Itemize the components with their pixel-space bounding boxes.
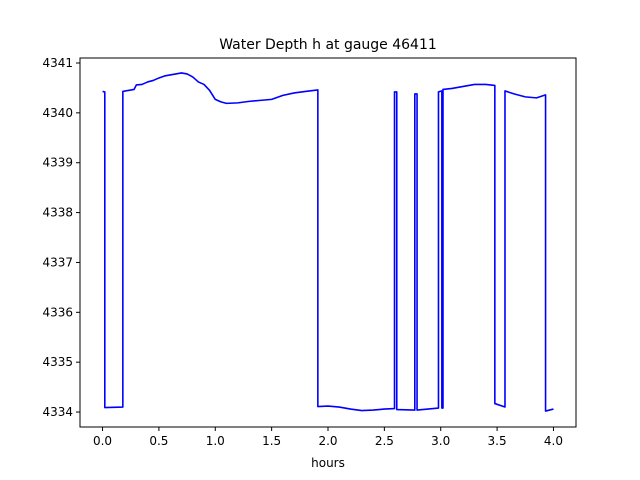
x-tick-label: 0.0: [93, 434, 112, 448]
x-tick-label: 3.0: [431, 434, 450, 448]
x-axis: 0.0 0.5 1.0 1.5 2.0 2.5 3.0 3.5 4.0: [93, 427, 563, 448]
y-tick-label: 4337: [42, 255, 73, 269]
y-tick-label: 4340: [42, 106, 73, 120]
x-axis-label: hours: [311, 456, 345, 470]
y-tick-label: 4335: [42, 355, 73, 369]
y-axis: 4334 4335 4336 4337 4338 4339 4340 4341: [42, 56, 80, 419]
y-tick-label: 4338: [42, 206, 73, 220]
x-tick-label: 0.5: [149, 434, 168, 448]
x-tick-label: 4.0: [544, 434, 563, 448]
y-tick-label: 4339: [42, 156, 73, 170]
series-line-0: [102, 72, 554, 412]
x-tick-label: 2.5: [375, 434, 394, 448]
y-tick-label: 4341: [42, 56, 73, 70]
x-tick-label: 3.5: [488, 434, 507, 448]
x-tick-label: 2.0: [318, 434, 337, 448]
plot-frame: [79, 57, 577, 428]
chart-title: Water Depth h at gauge 46411: [219, 37, 437, 53]
plot-area: [102, 72, 554, 412]
y-tick-label: 4334: [42, 405, 73, 419]
x-tick-label: 1.0: [206, 434, 225, 448]
y-tick-label: 4336: [42, 305, 73, 319]
x-tick-label: 1.5: [262, 434, 281, 448]
